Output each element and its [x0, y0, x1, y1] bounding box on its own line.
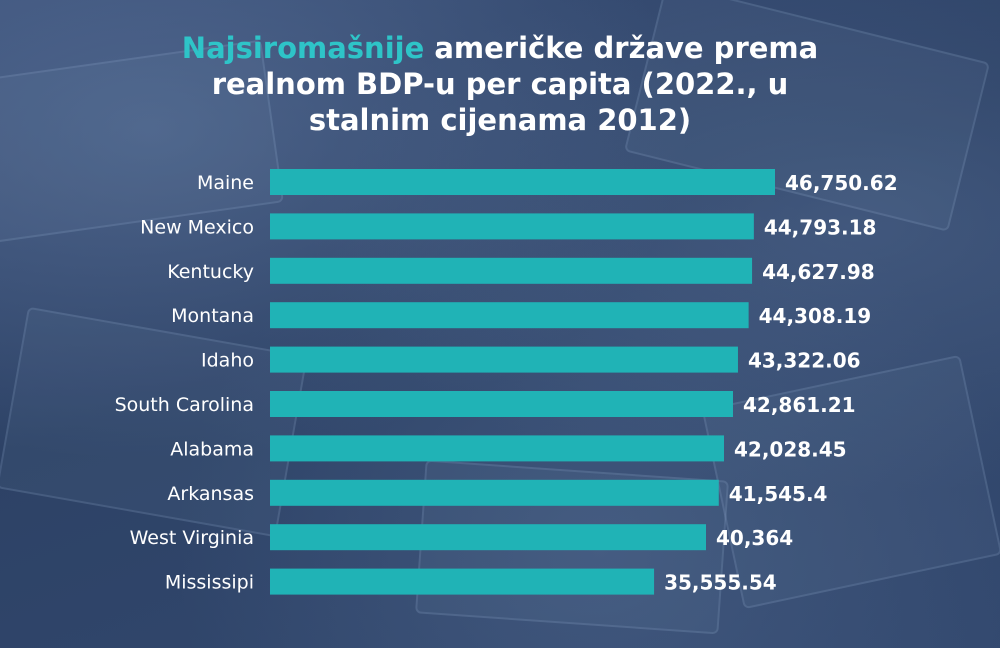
bar: [270, 213, 754, 240]
category-label: Idaho: [201, 350, 254, 372]
category-label: Maine: [197, 172, 254, 194]
category-label: South Carolina: [115, 394, 254, 416]
title-line-3: stalnim cijenama 2012): [308, 103, 692, 137]
data-label: 40,364: [716, 526, 793, 550]
data-label: 44,627.98: [762, 260, 875, 284]
bar: [270, 524, 707, 551]
bar: [270, 346, 738, 373]
bar: [270, 302, 749, 329]
bar: [270, 169, 775, 195]
category-label: Kentucky: [167, 261, 254, 283]
bar: [270, 479, 719, 506]
category-label: Arkansas: [167, 483, 254, 505]
category-label: Alabama: [170, 438, 254, 460]
data-label: 44,308.19: [759, 304, 872, 328]
data-label: 41,545.4: [729, 482, 828, 506]
bar: [270, 435, 724, 462]
title-line-1: Najsiromašnije američke države prema: [0, 30, 1000, 66]
data-label: 35,555.54: [664, 571, 777, 595]
title-line-1-rest: američke države prema: [424, 31, 819, 65]
data-label: 46,750.62: [785, 171, 898, 195]
category-label: Mississipi: [165, 572, 254, 594]
bar: [270, 257, 753, 284]
chart-title: Najsiromašnije američke države prema rea…: [0, 30, 1000, 138]
data-label: 43,322.06: [748, 349, 861, 373]
data-label: 42,861.21: [743, 393, 856, 417]
category-label: West Virginia: [130, 527, 254, 549]
data-label: 44,793.18: [764, 215, 877, 239]
title-highlight: Najsiromašnije: [181, 31, 425, 65]
category-label: Montana: [171, 305, 254, 327]
bar: [270, 568, 655, 595]
data-label: 42,028.45: [734, 437, 847, 461]
category-label: New Mexico: [140, 216, 254, 238]
title-line-2: realnom BDP-u per capita (2022., u: [211, 67, 789, 101]
bar: [270, 391, 733, 417]
